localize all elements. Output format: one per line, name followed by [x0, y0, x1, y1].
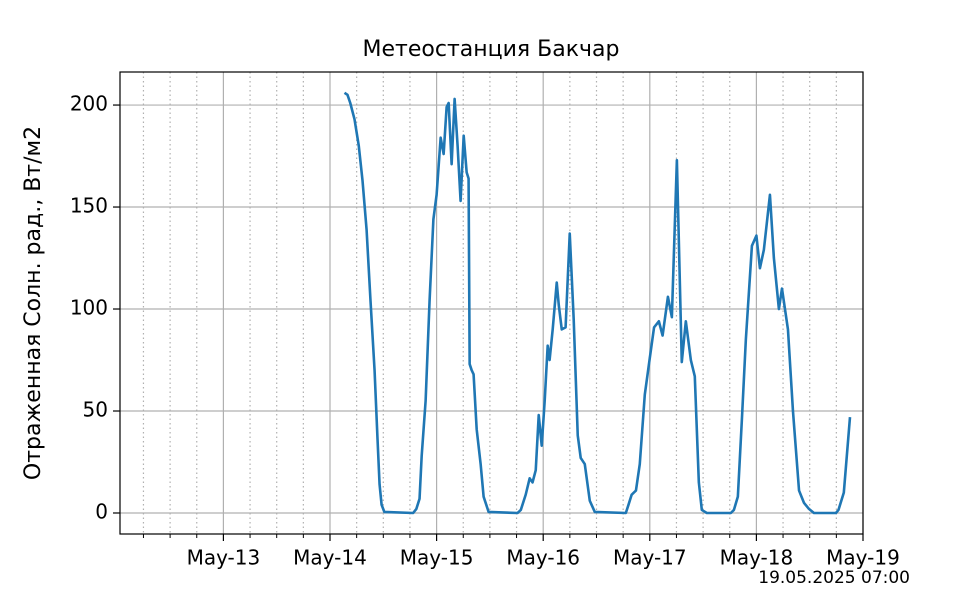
x-tick-label: May-16 [506, 546, 580, 570]
y-tick-label: 0 [95, 499, 108, 523]
plot-frame [119, 71, 864, 535]
x-tick-label: May-18 [720, 546, 794, 570]
x-tick-label: May-13 [187, 546, 261, 570]
y-tick-label: 200 [70, 92, 108, 116]
x-tick-label: May-19 [826, 546, 900, 570]
x-tick-label: May-15 [400, 546, 474, 570]
data-line [343, 91, 852, 515]
annotation: 19.05.2025 07:00 [758, 568, 910, 588]
y-axis-label: Отраженная Солн. рад., Вт/м2 [21, 126, 46, 480]
chart-title: Метеостанция Бакчар [363, 37, 620, 62]
x-tick-label: May-14 [293, 546, 367, 570]
y-tick-label: 150 [70, 194, 108, 218]
y-tick-label: 50 [83, 398, 108, 422]
y-tick-label: 100 [70, 296, 108, 320]
x-tick-label: May-17 [613, 546, 687, 570]
